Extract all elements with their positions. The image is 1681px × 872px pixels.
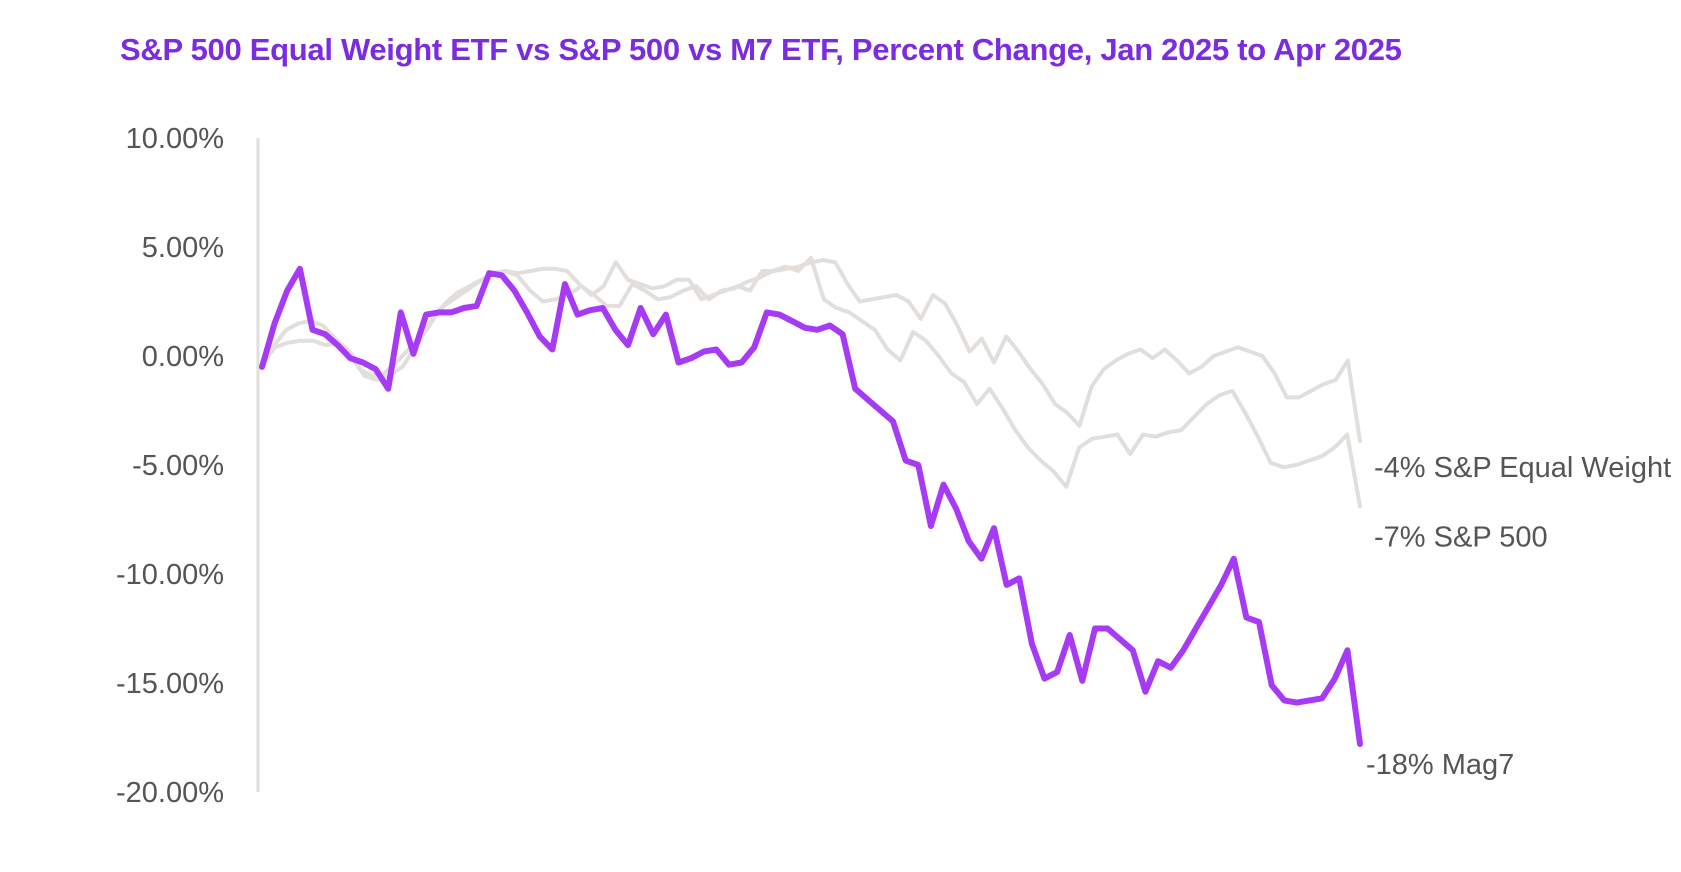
series-line-s-p-500: [260, 255, 1362, 509]
y-tick-label: -20.00%: [116, 777, 224, 809]
series-lines: [259, 255, 1363, 747]
series-end-label: -4% S&P Equal Weight: [1374, 452, 1671, 484]
y-tick-label: -10.00%: [116, 559, 224, 591]
series-end-label: -7% S&P 500: [1374, 521, 1548, 553]
y-tick-label: 10.00%: [126, 123, 224, 155]
series-end-labels: -4% S&P Equal Weight -7% S&P 500 -18% Mag7: [1366, 452, 1671, 781]
chart-title: S&P 500 Equal Weight ETF vs S&P 500 vs M…: [120, 32, 1402, 67]
series-line-mag7: [259, 265, 1363, 747]
series-end-label: -18% Mag7: [1366, 749, 1514, 781]
y-tick-label: -15.00%: [116, 668, 224, 700]
y-tick-label: -5.00%: [132, 450, 224, 482]
y-tick-label: 0.00%: [142, 341, 224, 373]
y-tick-label: 5.00%: [142, 232, 224, 264]
y-tick-labels: 10.00% 5.00% 0.00% -5.00% -10.00% -15.00% -20.…: [116, 123, 224, 809]
